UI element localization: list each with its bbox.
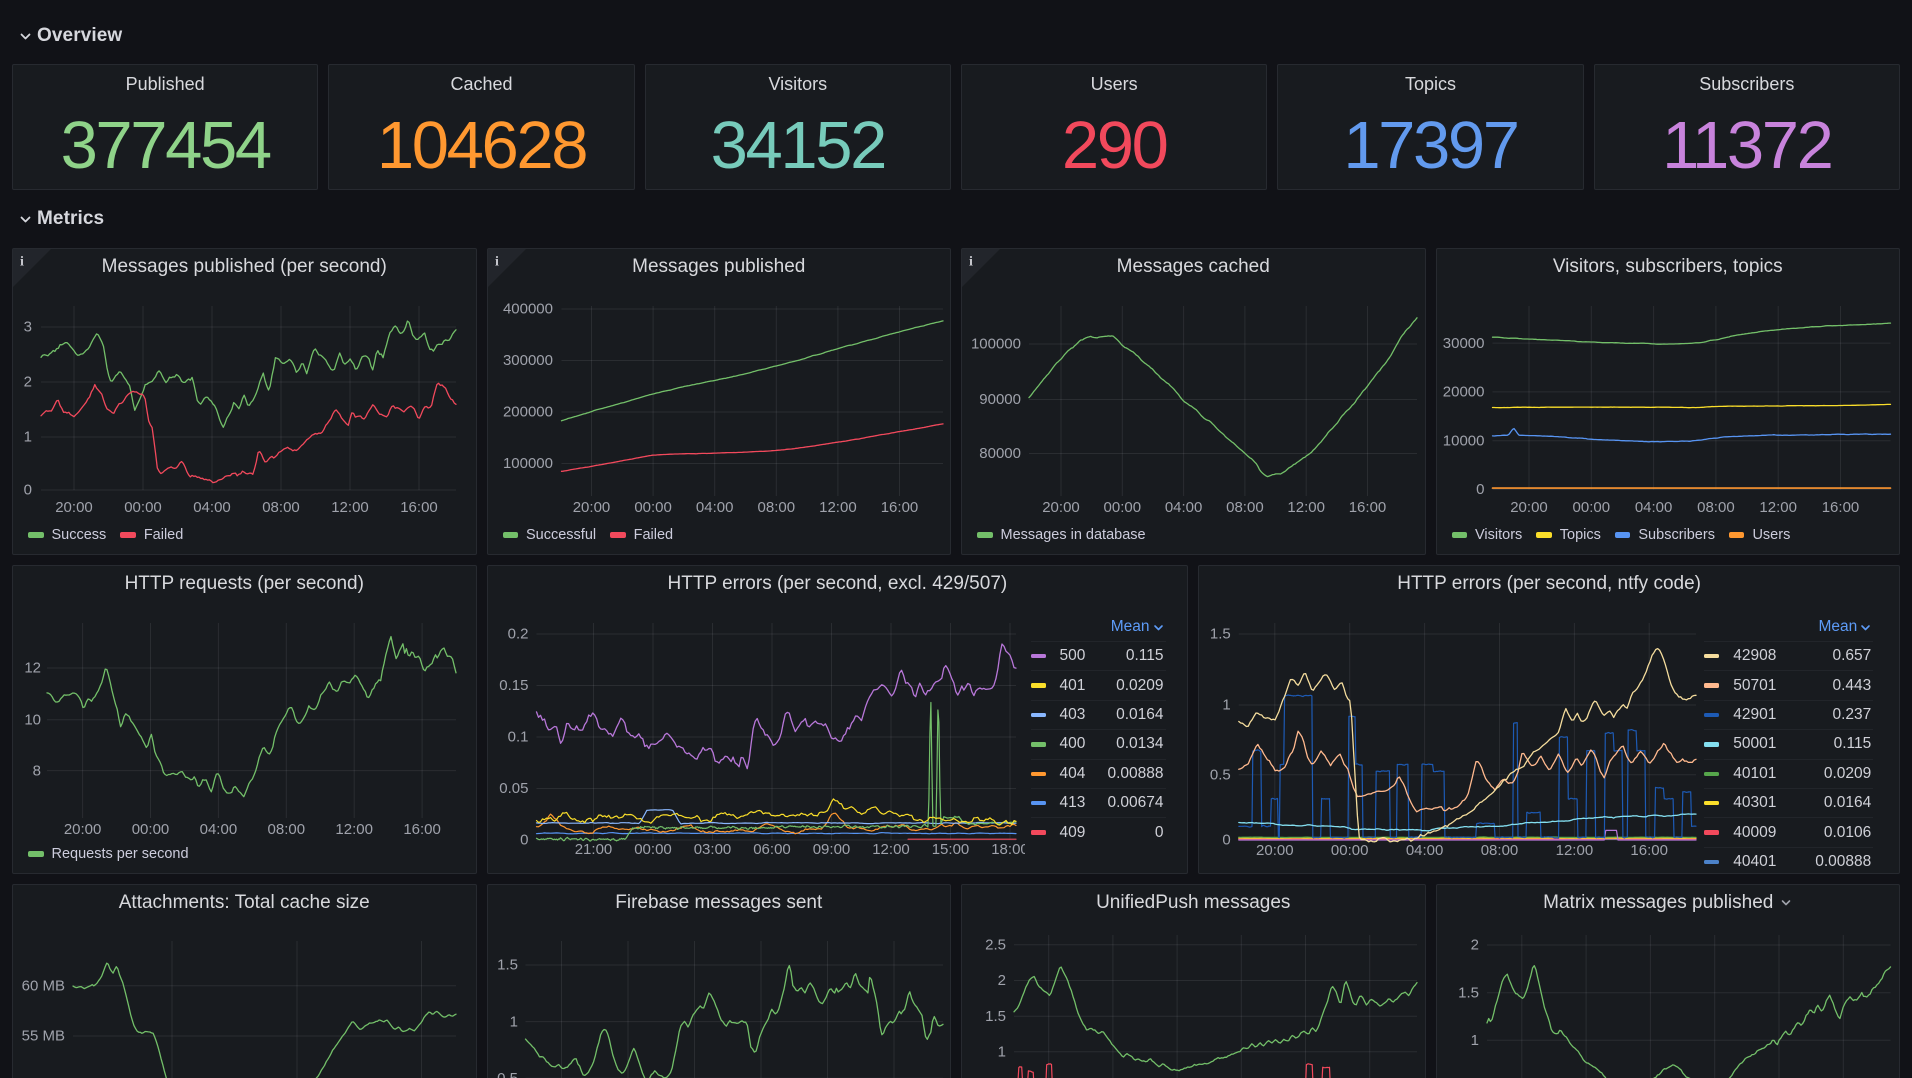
svg-text:08:00: 08:00 [268, 821, 306, 838]
svg-text:90000: 90000 [979, 391, 1021, 408]
svg-text:08:00: 08:00 [1697, 499, 1735, 516]
svg-text:12:00: 12:00 [1759, 499, 1797, 516]
svg-text:8: 8 [33, 762, 41, 779]
svg-text:0: 0 [1223, 832, 1231, 849]
svg-text:20:00: 20:00 [1256, 842, 1294, 859]
svg-text:04:00: 04:00 [1634, 499, 1672, 516]
svg-text:12: 12 [24, 660, 41, 677]
svg-text:20:00: 20:00 [64, 821, 102, 838]
svg-text:200000: 200000 [502, 404, 552, 421]
svg-text:12:00: 12:00 [1287, 499, 1325, 516]
svg-text:16:00: 16:00 [400, 499, 438, 516]
svg-text:00:00: 00:00 [634, 841, 672, 858]
svg-text:1: 1 [509, 1013, 517, 1030]
svg-text:16:00: 16:00 [1821, 499, 1859, 516]
svg-text:1.5: 1.5 [1458, 984, 1479, 1001]
svg-text:21:00: 21:00 [574, 841, 612, 858]
svg-text:400000: 400000 [502, 301, 552, 318]
svg-text:16:00: 16:00 [880, 499, 918, 516]
svg-text:12:00: 12:00 [1556, 842, 1594, 859]
svg-text:i: i [969, 255, 973, 270]
svg-text:16:00: 16:00 [403, 821, 441, 838]
svg-text:03:00: 03:00 [693, 841, 731, 858]
svg-text:20:00: 20:00 [1510, 499, 1548, 516]
svg-text:08:00: 08:00 [262, 499, 300, 516]
svg-text:2: 2 [998, 972, 1006, 989]
svg-text:30000: 30000 [1442, 335, 1484, 352]
svg-text:20000: 20000 [1442, 384, 1484, 401]
svg-text:100000: 100000 [502, 455, 552, 472]
svg-text:04:00: 04:00 [1165, 499, 1203, 516]
svg-text:1: 1 [1223, 697, 1231, 714]
svg-text:20:00: 20:00 [1042, 499, 1080, 516]
svg-text:00:00: 00:00 [634, 499, 672, 516]
svg-text:0: 0 [1476, 481, 1484, 498]
svg-text:0.05: 0.05 [499, 780, 528, 797]
svg-text:60 MB: 60 MB [22, 977, 65, 994]
svg-text:0.2: 0.2 [507, 626, 528, 643]
svg-text:1: 1 [24, 429, 32, 446]
svg-text:15:00: 15:00 [931, 841, 969, 858]
svg-text:55 MB: 55 MB [22, 1028, 65, 1045]
svg-text:20:00: 20:00 [572, 499, 610, 516]
svg-text:2.5: 2.5 [985, 937, 1006, 954]
svg-text:00:00: 00:00 [132, 821, 170, 838]
svg-text:100000: 100000 [971, 336, 1021, 353]
svg-text:08:00: 08:00 [1481, 842, 1519, 859]
svg-text:18:00: 18:00 [991, 841, 1029, 858]
svg-text:1: 1 [1470, 1032, 1478, 1049]
svg-text:2: 2 [24, 374, 32, 391]
svg-text:12:00: 12:00 [331, 499, 369, 516]
svg-text:1.5: 1.5 [985, 1008, 1006, 1025]
svg-text:12:00: 12:00 [872, 841, 910, 858]
svg-text:16:00: 16:00 [1631, 842, 1669, 859]
svg-text:10: 10 [24, 712, 41, 729]
svg-text:08:00: 08:00 [757, 499, 795, 516]
svg-text:06:00: 06:00 [753, 841, 791, 858]
svg-text:0: 0 [520, 832, 528, 849]
svg-text:00:00: 00:00 [1104, 499, 1142, 516]
svg-text:09:00: 09:00 [812, 841, 850, 858]
svg-text:16:00: 16:00 [1349, 499, 1387, 516]
svg-text:00:00: 00:00 [1572, 499, 1610, 516]
svg-text:300000: 300000 [502, 352, 552, 369]
svg-text:0.5: 0.5 [497, 1070, 518, 1078]
svg-text:00:00: 00:00 [124, 499, 162, 516]
svg-text:0.5: 0.5 [1210, 766, 1231, 783]
svg-text:i: i [495, 255, 499, 270]
svg-text:80000: 80000 [979, 445, 1021, 462]
svg-text:1.5: 1.5 [1210, 626, 1231, 643]
svg-text:1.5: 1.5 [497, 957, 518, 974]
svg-text:20:00: 20:00 [55, 499, 93, 516]
svg-text:04:00: 04:00 [1406, 842, 1444, 859]
svg-text:12:00: 12:00 [819, 499, 857, 516]
svg-text:00:00: 00:00 [1331, 842, 1369, 859]
svg-text:10000: 10000 [1442, 432, 1484, 449]
svg-text:3: 3 [24, 319, 32, 336]
svg-text:04:00: 04:00 [193, 499, 231, 516]
svg-text:0.1: 0.1 [507, 729, 528, 746]
svg-text:i: i [20, 255, 24, 270]
svg-text:1: 1 [998, 1044, 1006, 1061]
svg-text:2: 2 [1470, 937, 1478, 954]
svg-text:08:00: 08:00 [1226, 499, 1264, 516]
svg-text:0: 0 [24, 482, 32, 499]
svg-text:04:00: 04:00 [200, 821, 238, 838]
svg-text:0.15: 0.15 [499, 677, 528, 694]
svg-text:12:00: 12:00 [335, 821, 373, 838]
svg-text:04:00: 04:00 [695, 499, 733, 516]
